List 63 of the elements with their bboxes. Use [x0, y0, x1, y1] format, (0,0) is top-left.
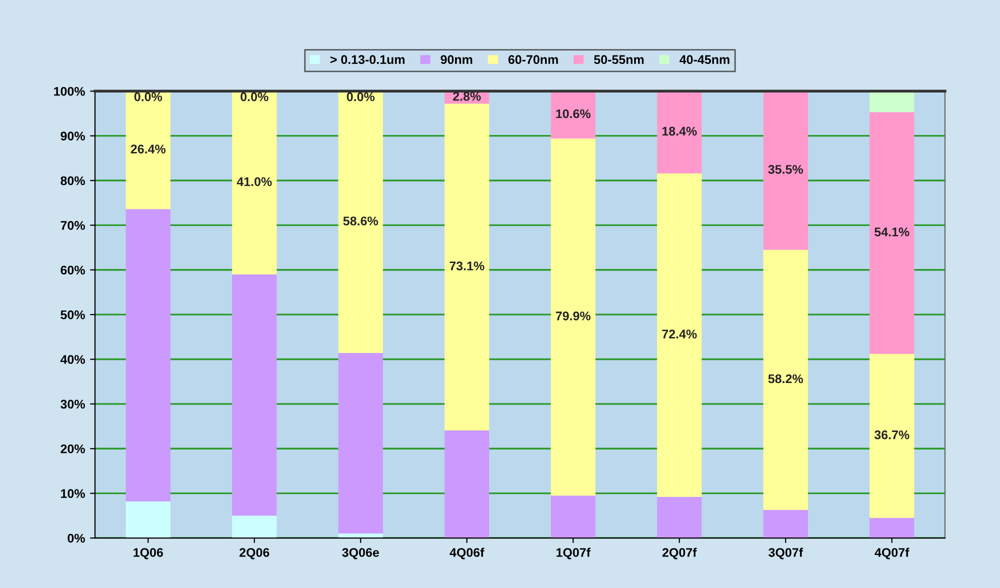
- data-label: 18.4%: [662, 126, 697, 136]
- legend-label: 50-55nm: [594, 55, 644, 64]
- data-label: 79.9%: [556, 312, 591, 320]
- bar: [232, 274, 277, 516]
- bar: [126, 91, 170, 210]
- data-label: 54.1%: [874, 228, 910, 236]
- bar: [550, 496, 596, 538]
- y-tick-label: 60%: [60, 266, 85, 275]
- y-tick-label: 50%: [60, 310, 85, 320]
- y-tick-label: 30%: [60, 400, 85, 409]
- bar: [338, 91, 383, 354]
- data-label: 10.6%: [556, 109, 591, 118]
- x-tick-label: 1Q06: [134, 548, 163, 560]
- bar: [232, 91, 277, 274]
- data-label: 73.1%: [450, 261, 484, 270]
- data-label: 41.0%: [236, 177, 272, 186]
- bar: [444, 104, 490, 430]
- bar: [870, 518, 914, 538]
- y-tick-label: 90%: [60, 132, 85, 140]
- y-tick-label: 0%: [68, 534, 85, 543]
- bar: [870, 112, 914, 354]
- bar: [870, 91, 914, 112]
- legend-label: 40-45nm: [680, 55, 730, 64]
- data-label: 72.4%: [662, 330, 697, 338]
- x-tick-label: 3Q07f: [768, 548, 804, 560]
- y-tick-label: 100%: [54, 86, 85, 96]
- x-tick-label: 3Q06e: [342, 548, 379, 560]
- x-tick-label: 4Q06f: [450, 548, 484, 560]
- data-label: 0.0%: [240, 92, 268, 102]
- legend-label: > 0.13-0.1um: [330, 55, 405, 64]
- y-tick-label: 20%: [60, 444, 85, 454]
- data-label: 0.0%: [346, 92, 375, 102]
- bar: [550, 91, 596, 139]
- bar: [550, 138, 596, 496]
- bar: [657, 496, 702, 538]
- bar: [338, 353, 383, 534]
- bar: [126, 501, 170, 538]
- y-tick-label: 10%: [61, 489, 85, 498]
- y-tick-label: 70%: [60, 221, 85, 230]
- data-label: 35.5%: [768, 164, 804, 174]
- bar: [232, 516, 277, 538]
- y-tick-label: 80%: [60, 176, 85, 186]
- bar: [444, 430, 490, 538]
- x-tick-label: 4Q07f: [874, 548, 910, 560]
- x-tick-label: 1Q07f: [556, 548, 591, 560]
- legend-label: 60-70nm: [508, 55, 558, 64]
- bar: [657, 91, 702, 174]
- x-tick-label: 2Q06: [240, 548, 270, 560]
- data-label: 36.7%: [874, 430, 910, 440]
- bar: [763, 91, 808, 250]
- x-tick-label: 2Q07f: [662, 548, 697, 560]
- bar: [870, 354, 914, 518]
- data-label: 2.8%: [453, 92, 481, 101]
- bar: [657, 173, 702, 497]
- bar: [126, 209, 170, 502]
- data-label: 58.2%: [768, 374, 804, 384]
- data-label: 0.0%: [134, 92, 162, 102]
- bar: [763, 250, 808, 510]
- data-label: 26.4%: [130, 144, 166, 154]
- bar: [763, 510, 808, 538]
- legend-label: 90nm: [440, 55, 472, 64]
- data-label: 58.6%: [343, 216, 378, 226]
- y-tick-label: 40%: [60, 355, 85, 364]
